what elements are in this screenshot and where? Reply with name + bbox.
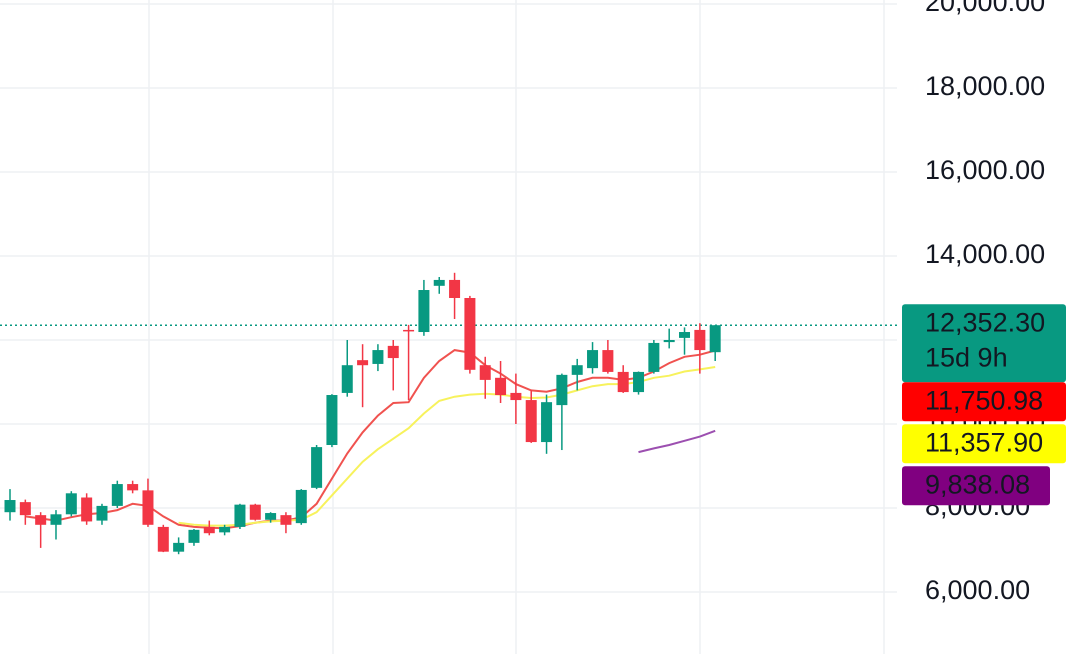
candle-body bbox=[311, 447, 323, 488]
candle-body bbox=[65, 493, 77, 515]
price-tag bbox=[902, 304, 1066, 383]
candle-body bbox=[541, 402, 553, 443]
candle-body bbox=[249, 504, 261, 520]
candle-body bbox=[157, 526, 169, 552]
y-tick-label: 6,000.00 bbox=[925, 575, 1030, 605]
candle-body bbox=[464, 297, 476, 370]
candle-body bbox=[173, 542, 185, 552]
candle-body bbox=[326, 395, 338, 446]
y-tick-label: 18,000.00 bbox=[925, 71, 1045, 101]
candle-body bbox=[495, 377, 507, 396]
candle-body bbox=[556, 374, 568, 406]
y-tick-label: 20,000.00 bbox=[925, 0, 1045, 17]
candle-body bbox=[188, 529, 200, 543]
ma-line bbox=[25, 349, 716, 530]
candle-body bbox=[587, 350, 599, 369]
price-tag bbox=[902, 466, 1050, 506]
candle-body bbox=[50, 514, 62, 525]
candle-body bbox=[510, 392, 522, 401]
price-tag bbox=[902, 424, 1066, 464]
candle-body bbox=[617, 371, 629, 393]
price-tag-countdown: 15d 9h bbox=[925, 342, 1008, 372]
candle-body bbox=[372, 350, 384, 364]
candle-body bbox=[19, 502, 31, 516]
candle-body bbox=[81, 497, 93, 522]
candle-body bbox=[679, 332, 691, 338]
candle-body bbox=[403, 329, 415, 332]
candle-body bbox=[96, 505, 108, 521]
candle-body bbox=[35, 515, 47, 525]
candle-body bbox=[127, 484, 139, 491]
candle-body bbox=[479, 365, 491, 380]
price-tag-label: 9,838.08 bbox=[925, 469, 1030, 499]
candle-body bbox=[648, 342, 660, 372]
candle-body bbox=[387, 345, 399, 359]
candle-body bbox=[571, 365, 583, 375]
candle-body bbox=[418, 290, 430, 333]
candle-body bbox=[602, 350, 614, 372]
y-tick-label: 16,000.00 bbox=[925, 155, 1045, 185]
candle-body bbox=[694, 329, 706, 351]
candle-body bbox=[219, 526, 231, 533]
y-tick-label: 14,000.00 bbox=[925, 239, 1045, 269]
candle-body bbox=[280, 515, 292, 525]
candle-body bbox=[341, 365, 353, 393]
candle-body bbox=[234, 504, 246, 527]
candle-body bbox=[663, 339, 675, 343]
candle-body bbox=[525, 400, 537, 443]
candle-body bbox=[633, 371, 645, 393]
candle-body bbox=[357, 360, 369, 366]
candle-body bbox=[265, 513, 277, 520]
price-tag-label: 12,352.30 bbox=[925, 307, 1045, 337]
price-tag-label: 11,357.90 bbox=[925, 427, 1043, 457]
candle-body bbox=[295, 489, 307, 524]
candle-body bbox=[203, 526, 215, 534]
ma-line bbox=[638, 429, 716, 454]
candle-body bbox=[433, 279, 445, 286]
candle-body bbox=[4, 500, 16, 513]
price-tag-label: 11,750.98 bbox=[925, 385, 1043, 415]
candle-body bbox=[449, 279, 461, 298]
price-tag bbox=[902, 382, 1066, 422]
candle-body bbox=[142, 490, 154, 525]
candle-body bbox=[111, 484, 123, 506]
candle-body bbox=[709, 325, 721, 353]
